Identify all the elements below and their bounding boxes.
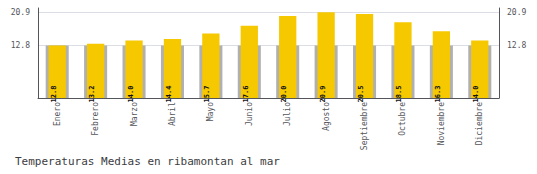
svg-text:Enero: Enero bbox=[53, 102, 62, 126]
svg-text:12.8: 12.8 bbox=[11, 41, 30, 50]
svg-text:14.0: 14.0 bbox=[472, 86, 480, 103]
svg-text:Temperaturas Medias en ribamon: Temperaturas Medias en ribamontan al mar bbox=[15, 155, 280, 168]
svg-text:Febrero: Febrero bbox=[91, 102, 100, 136]
svg-text:16.3: 16.3 bbox=[434, 86, 442, 103]
svg-text:13.2: 13.2 bbox=[88, 86, 96, 103]
svg-text:12.8: 12.8 bbox=[507, 41, 526, 50]
svg-text:Octubre: Octubre bbox=[398, 102, 407, 136]
svg-text:Diciembre: Diciembre bbox=[475, 102, 484, 146]
svg-text:14.4: 14.4 bbox=[165, 86, 173, 103]
svg-text:20.0: 20.0 bbox=[280, 86, 288, 103]
svg-text:20.5: 20.5 bbox=[357, 86, 365, 103]
svg-text:Junio: Junio bbox=[245, 102, 254, 126]
svg-text:20.9: 20.9 bbox=[11, 8, 30, 17]
svg-text:Julio: Julio bbox=[283, 102, 292, 126]
svg-text:Marzo: Marzo bbox=[130, 102, 139, 126]
svg-text:Septiembre: Septiembre bbox=[360, 102, 369, 150]
svg-text:15.7: 15.7 bbox=[203, 86, 211, 103]
svg-text:14.0: 14.0 bbox=[127, 86, 135, 103]
svg-text:20.9: 20.9 bbox=[507, 8, 526, 17]
svg-text:Noviembre: Noviembre bbox=[437, 102, 446, 146]
svg-text:12.8: 12.8 bbox=[50, 86, 58, 103]
svg-text:Agosto: Agosto bbox=[322, 102, 331, 131]
svg-text:17.6: 17.6 bbox=[242, 86, 250, 103]
svg-text:Abril: Abril bbox=[168, 102, 177, 126]
svg-text:20.9: 20.9 bbox=[319, 86, 327, 103]
svg-text:Mayo: Mayo bbox=[206, 102, 215, 121]
svg-text:18.5: 18.5 bbox=[395, 86, 403, 103]
